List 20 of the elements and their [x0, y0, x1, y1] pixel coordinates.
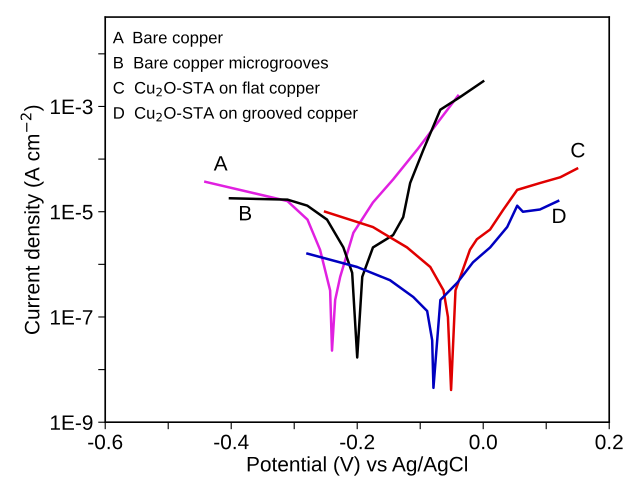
y-axis-title: Current density (A cm$^{−2}$): [20, 106, 44, 334]
x-tick-label: 0.0: [470, 434, 497, 450]
series-label: C: [571, 142, 585, 158]
y-tick-label: 1E-5: [50, 204, 93, 220]
x-tick-label: -0.4: [214, 434, 249, 450]
annotation: D Cu$_{2}$O-STA on grooved copper: [114, 106, 358, 122]
x-tick-label: 0.2: [596, 434, 623, 450]
x-tick-label: -0.2: [340, 434, 374, 450]
series-label: D: [553, 208, 566, 224]
series-label: A: [214, 156, 228, 171]
annotation: A Bare copper: [112, 32, 223, 47]
y-tick-label: 1E-3: [50, 99, 92, 114]
x-axis-title: Potential (V) vs Ag/AgCl: [248, 456, 467, 476]
y-tick-label: 1E-9: [50, 415, 92, 430]
annotation: C Cu$_{2}$O-STA on flat copper: [114, 81, 320, 98]
annotation: B Bare copper microgrooves: [114, 56, 328, 72]
x-tick-label: -0.6: [88, 434, 122, 450]
line-series: [324, 167, 578, 392]
y-tick-label: 1E-7: [50, 310, 92, 325]
series-label: B: [240, 206, 252, 220]
